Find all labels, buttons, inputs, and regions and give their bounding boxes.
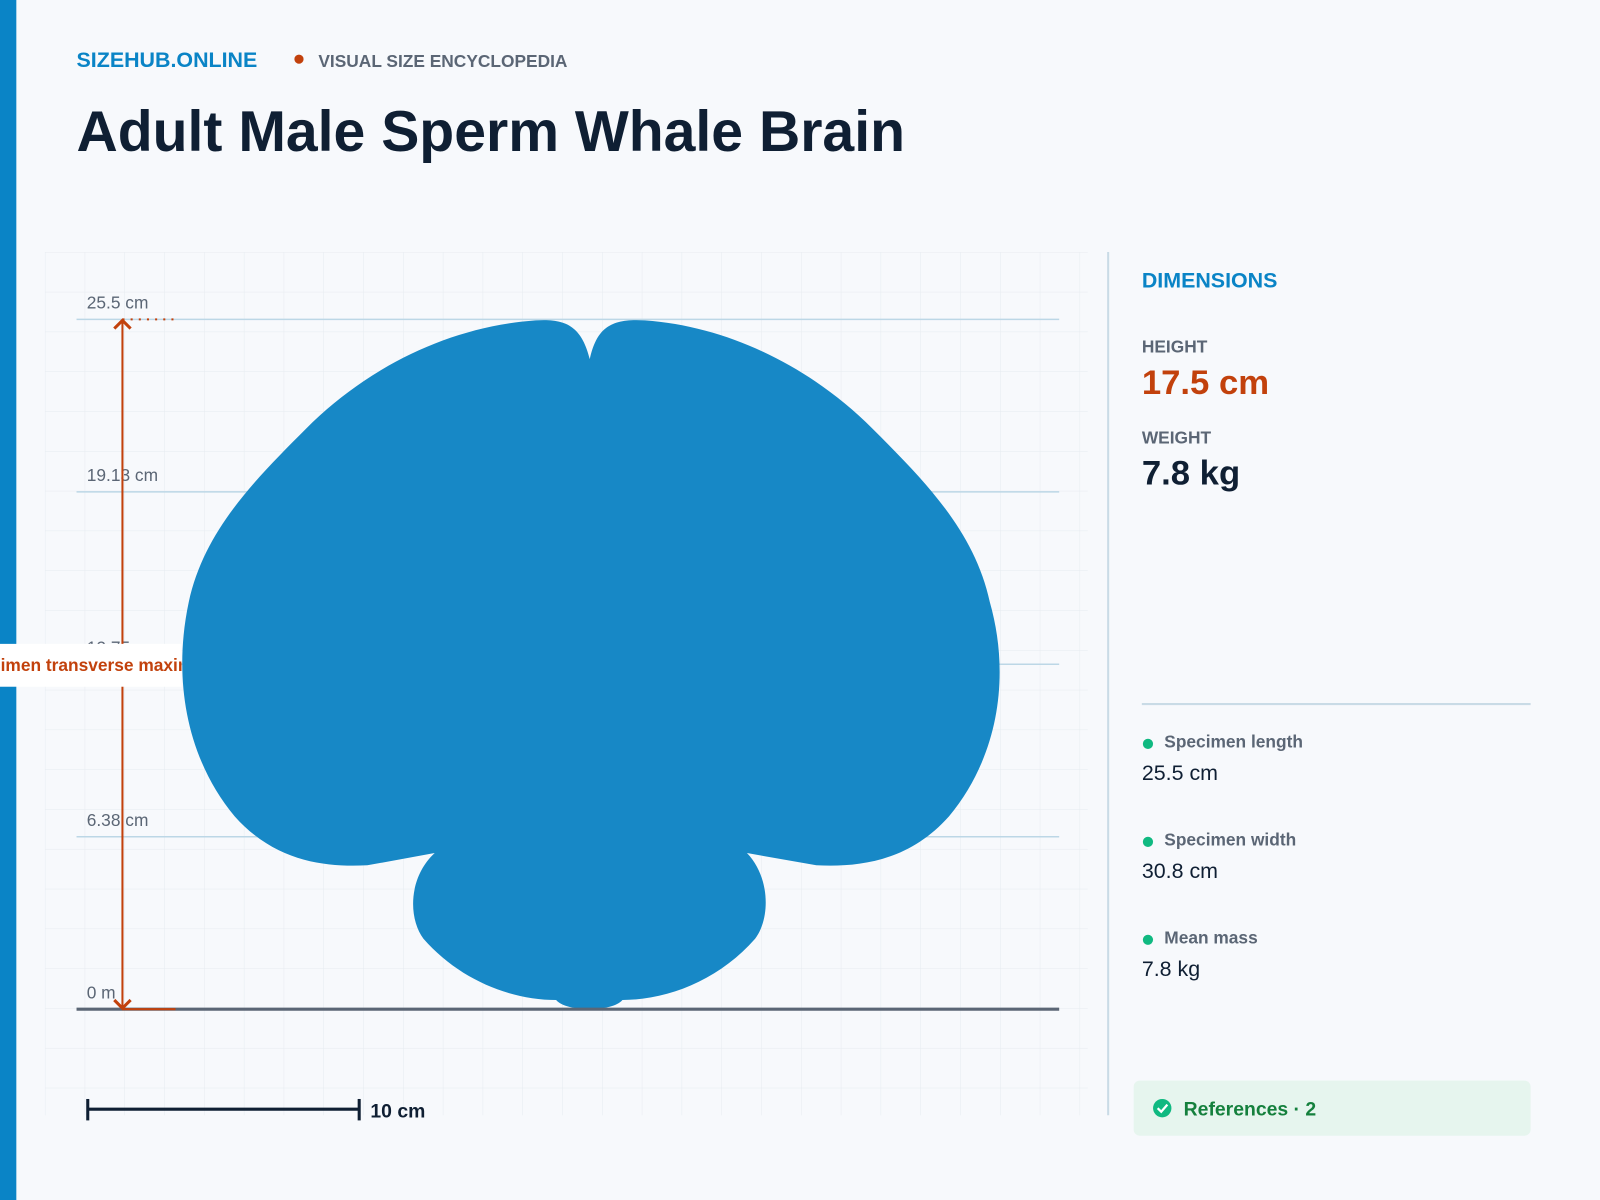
- fact-dot: [1142, 836, 1154, 847]
- weight-value: 7.8 kg: [1142, 455, 1240, 493]
- height-label: HEIGHT: [1142, 337, 1208, 357]
- fact-label: Specimen width: [1164, 829, 1296, 849]
- measure-label: Specimen transverse maximum: [0, 655, 219, 675]
- tagline: VISUAL SIZE ENCYCLOPEDIA: [318, 51, 568, 71]
- check-icon: [1153, 1098, 1172, 1118]
- fact-label: Specimen length: [1164, 731, 1303, 751]
- references-box[interactable]: [1133, 1080, 1531, 1136]
- accent-bar: [0, 0, 17, 1200]
- measure-label-box: [0, 643, 182, 687]
- page-title: Adult Male Sperm Whale Brain: [77, 100, 905, 164]
- brain-silhouette: [182, 320, 1000, 1010]
- scale-bar-label: 10 cm: [370, 1100, 425, 1122]
- references-link[interactable]: References · 2: [1184, 1098, 1316, 1120]
- sidebar-heading: DIMENSIONS: [1142, 268, 1278, 292]
- weight-label: WEIGHT: [1142, 427, 1212, 447]
- fact-dot: [1142, 934, 1154, 945]
- fact-list: Specimen length 25.5 cm Specimen width 30.8…: [1142, 731, 1303, 981]
- fact-value: 30.8 cm: [1142, 859, 1218, 883]
- tick-label: 6.38 cm: [87, 810, 149, 830]
- tick-label: 0 m: [87, 982, 116, 1002]
- fact-value: 7.8 kg: [1142, 957, 1200, 981]
- fact-label: Mean mass: [1164, 927, 1257, 947]
- separator-dot: [294, 54, 304, 64]
- height-value: 17.5 cm: [1142, 364, 1269, 402]
- fact-value: 25.5 cm: [1142, 761, 1218, 785]
- check-mark: [1156, 1103, 1169, 1114]
- tick-label: 25.5 cm: [87, 293, 149, 313]
- brand[interactable]: SIZEHUB.ONLINE: [77, 48, 258, 72]
- fact-dot: [1142, 738, 1154, 749]
